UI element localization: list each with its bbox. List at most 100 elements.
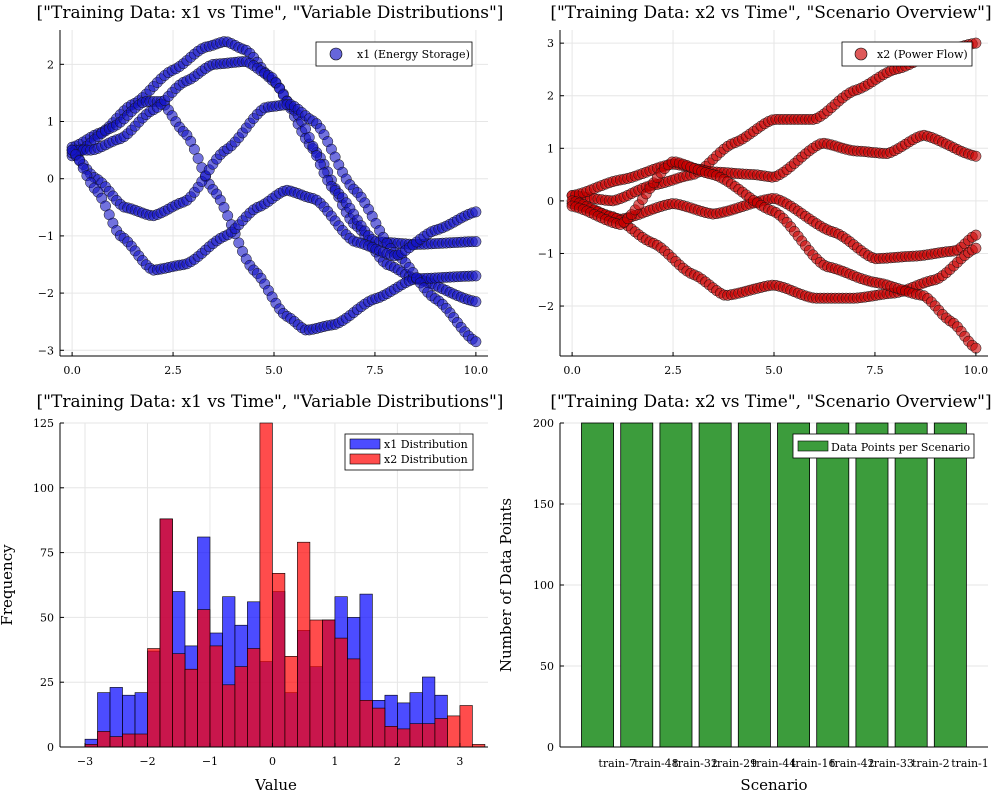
legend-swatch-x1 [349,438,381,450]
y-tick-label: 0 [547,195,554,208]
panel-3-axes: −3 −2 −1 0 1 2 3 0 25 50 75 100 125 [33,417,488,768]
panel-1-axes: 0.0 2.5 5.0 7.5 10.0 −3 −2 −1 0 1 2 [38,30,488,377]
x-tick-label: 0 [269,755,276,768]
x-tick-label: train-32 [673,757,718,770]
y-tick-label: 2 [547,90,554,103]
y-tick-label: −1 [38,230,54,243]
x-tick-label: 2.5 [164,364,182,377]
histogram-bar-x2 [297,541,311,748]
x-tick-label: 7.5 [866,364,884,377]
scatter-point [470,236,482,248]
y-tick-label: −1 [538,247,554,260]
histogram-bar-x2 [272,572,286,748]
panel-x2-scatter: ["Training Data: x2 vs Time", "Scenario … [538,3,992,377]
y-tick-label: 3 [547,37,554,50]
legend-marker-x2 [854,47,868,61]
bar [855,422,889,748]
panel-1-marks [66,36,482,348]
histogram-bar-x2 [397,728,411,748]
x-axis-label: Value [254,776,297,794]
histogram-bar-x2 [322,619,336,748]
histogram-bar-x2 [247,648,261,748]
bar [777,422,810,748]
x-tick-label: −2 [139,755,155,768]
histogram-bar-x2 [259,422,273,748]
y-tick-label: 2 [47,58,54,71]
panel-4-legend: Data Points per Scenario [792,433,975,459]
histogram-bar-x2 [334,637,348,748]
bar [816,422,850,748]
histogram-bar-x2 [197,609,211,748]
panel-1-title: ["Training Data: x1 vs Time", "Variable … [37,3,504,23]
y-tick-label: −3 [38,344,54,357]
y-axis-label: Number of Data Points [497,498,515,672]
panel-4-title: ["Training Data: x2 vs Time", "Scenario … [550,392,991,412]
scatter-point [970,150,982,162]
y-tick-label: 200 [533,417,554,430]
x-tick-label: 5.0 [265,364,283,377]
x-tick-label: train-16 [791,757,836,770]
legend-swatch-x2 [349,453,381,465]
y-tick-label: 150 [533,498,554,511]
y-tick-label: 75 [40,547,54,560]
bar [620,422,654,748]
x-tick-label: train-29 [713,757,758,770]
histogram-bar-x2 [209,645,223,748]
histogram-bar-x2 [97,731,111,748]
x-tick-label: 7.5 [366,364,384,377]
y-tick-label: 50 [540,660,554,673]
panel-bar: ["Training Data: x2 vs Time", "Scenario … [497,392,992,794]
y-tick-label: 25 [40,676,54,689]
panel-x1-scatter: ["Training Data: x1 vs Time", "Variable … [37,3,504,377]
y-tick-label: 0 [47,173,54,186]
histogram-bar-x2 [134,733,148,748]
x-tick-label: 2 [394,755,401,768]
histogram-bar-x2 [234,666,248,748]
histogram-bar-x2 [147,648,161,748]
histogram-bar-x2 [109,736,123,748]
panel-1-legend: x1 (Energy Storage) [315,41,473,67]
y-tick-label: 1 [47,116,54,129]
y-tick-label: 50 [40,611,54,624]
scatter-point [470,270,482,282]
x-tick-label: 0.0 [563,364,581,377]
histogram-bar-x2 [459,705,473,748]
y-tick-label: −2 [538,300,554,313]
panel-3-title: ["Training Data: x1 vs Time", "Variable … [37,392,504,412]
panel-histogram: ["Training Data: x1 vs Time", "Variable … [0,392,503,794]
x-tick-label: train-7 [598,757,636,770]
scatter-point [970,229,982,241]
histogram-bar-x2 [372,707,386,748]
histogram-bar-x2 [347,658,361,748]
x-tick-label: −3 [77,755,93,768]
legend-label-x1: x1 (Energy Storage) [357,48,470,61]
legend-label-x2: x2 (Power Flow) [877,48,968,61]
y-axis-label: Frequency [0,544,16,626]
bar [698,422,732,748]
scatter-point [192,152,204,164]
x-axis-label: Scenario [740,776,807,794]
x-tick-label: train-1 [951,757,989,770]
bar [933,422,967,748]
x-tick-label: 5.0 [765,364,783,377]
scatter-point [188,143,200,155]
x-tick-label: train-44 [752,757,797,770]
x-tick-label: train-42 [830,757,875,770]
scatter-point [970,342,982,354]
histogram-bar-x2 [384,725,398,748]
x-tick-label: 1 [331,755,338,768]
bar [581,422,614,748]
panel-3-legend: x1 Distribution x2 Distribution [344,433,474,471]
y-tick-label: 1 [547,142,554,155]
y-tick-label: 125 [33,417,54,430]
histogram-bar-x2 [309,619,323,748]
scatter-point [970,242,982,254]
histogram-bar-x2 [159,518,173,748]
histogram-bar-x2 [222,684,236,748]
y-tick-label: 100 [33,482,54,495]
y-tick-label: 100 [533,579,554,592]
legend-marker-x1 [329,47,343,61]
panel-2-title: ["Training Data: x2 vs Time", "Scenario … [550,3,991,23]
x-tick-label: train-48 [634,757,679,770]
